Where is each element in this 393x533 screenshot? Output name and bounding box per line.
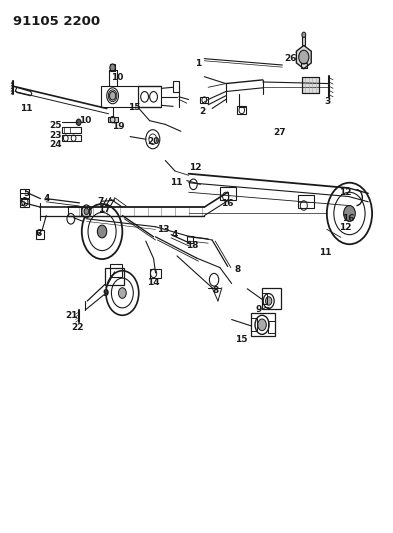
Bar [262, 288, 281, 309]
Bar [220, 187, 235, 200]
Circle shape [97, 225, 107, 238]
Text: 10: 10 [112, 72, 124, 82]
Bar [81, 207, 89, 216]
Bar [262, 293, 267, 304]
Circle shape [76, 119, 81, 125]
Bar [62, 135, 81, 141]
Text: 13: 13 [157, 225, 170, 235]
Text: 4: 4 [172, 230, 178, 239]
Circle shape [258, 319, 266, 330]
Text: 25: 25 [49, 122, 61, 131]
Text: 8: 8 [213, 286, 219, 295]
Text: 21: 21 [65, 311, 78, 320]
Text: 1: 1 [195, 60, 202, 68]
Bar [108, 117, 118, 122]
Circle shape [84, 208, 89, 215]
Text: 8: 8 [234, 265, 241, 274]
Circle shape [110, 92, 116, 100]
Bar [20, 199, 29, 207]
Bar [36, 230, 44, 239]
Text: 11: 11 [319, 248, 332, 257]
Text: 10: 10 [79, 116, 92, 125]
Bar [187, 236, 193, 243]
Text: 17: 17 [98, 205, 110, 214]
Circle shape [302, 32, 306, 37]
Bar [110, 264, 121, 277]
Text: 27: 27 [273, 128, 286, 137]
Bar [62, 126, 81, 133]
Text: 20: 20 [147, 137, 160, 146]
Bar [200, 97, 208, 103]
Text: 12: 12 [338, 223, 351, 232]
Text: 23: 23 [49, 131, 61, 140]
Text: 2: 2 [199, 107, 206, 116]
Text: 4: 4 [43, 194, 50, 203]
Text: 15: 15 [235, 335, 248, 344]
Circle shape [118, 288, 126, 298]
Circle shape [343, 206, 355, 221]
Text: 26: 26 [284, 54, 296, 62]
Circle shape [266, 297, 272, 305]
Text: 5: 5 [20, 199, 26, 208]
Bar [302, 77, 320, 93]
Text: 22: 22 [71, 323, 84, 332]
Text: 16: 16 [342, 214, 354, 223]
Bar [251, 313, 275, 336]
Polygon shape [296, 45, 311, 69]
Text: 19: 19 [112, 122, 125, 131]
Text: 18: 18 [186, 241, 199, 251]
Bar [251, 318, 257, 331]
Bar [302, 35, 305, 45]
Text: 15: 15 [128, 103, 140, 112]
Text: 9: 9 [256, 305, 262, 314]
Text: 9: 9 [103, 288, 109, 297]
Bar [105, 268, 124, 285]
Text: 16: 16 [222, 199, 234, 208]
Bar [110, 64, 115, 71]
Text: 5: 5 [24, 189, 30, 198]
Bar [301, 63, 307, 68]
Text: 12: 12 [338, 188, 351, 197]
Text: 3: 3 [324, 96, 331, 106]
Bar [173, 81, 179, 92]
Bar [298, 195, 314, 208]
Text: 91105 2200: 91105 2200 [13, 14, 100, 28]
Text: 14: 14 [147, 278, 160, 287]
Circle shape [299, 50, 309, 64]
Text: 6: 6 [35, 229, 42, 238]
Bar [268, 321, 275, 333]
Text: 12: 12 [189, 163, 202, 172]
Bar [150, 269, 162, 278]
Bar [101, 86, 138, 108]
Circle shape [110, 64, 115, 71]
Text: 7: 7 [97, 197, 103, 206]
Text: 11: 11 [20, 104, 33, 113]
Bar [20, 189, 29, 198]
Bar [237, 106, 246, 114]
Text: 11: 11 [170, 178, 182, 187]
Text: 24: 24 [49, 140, 62, 149]
